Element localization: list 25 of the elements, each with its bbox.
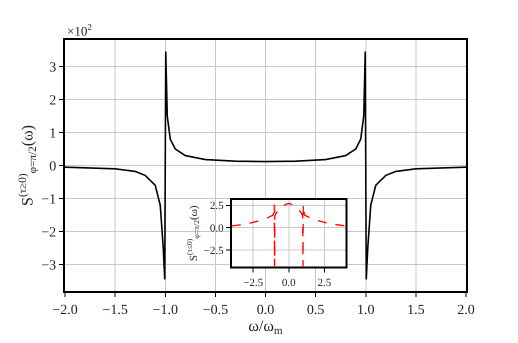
y-tick-label: 0.0 bbox=[210, 222, 224, 235]
x-tick-label: −2.5 bbox=[243, 276, 264, 289]
line-series bbox=[232, 202, 346, 267]
x-tick-label: 0.0 bbox=[282, 276, 296, 289]
y-tick-label: 2.5 bbox=[210, 200, 224, 212]
y-tick-label: −1 bbox=[41, 192, 56, 208]
x-tick-label: −2.0 bbox=[52, 302, 78, 318]
y-tick-label: −2 bbox=[41, 225, 56, 240]
text: ×10$^{2}$ bbox=[67, 22, 92, 38]
x-tick-label: −1.0 bbox=[152, 302, 178, 318]
y-tick-label: 3 bbox=[49, 60, 56, 76]
y-tick-label: 1 bbox=[49, 126, 56, 142]
x-tick-label: 1.5 bbox=[407, 302, 425, 318]
x-tick-label: 0.0 bbox=[256, 302, 274, 318]
x-tick-label: 2.0 bbox=[457, 302, 475, 318]
x-tick-label: 0.5 bbox=[306, 302, 324, 318]
x-tick-label: −0.5 bbox=[202, 302, 228, 318]
y-tick-label: 0 bbox=[49, 159, 56, 174]
y-tick-label: 2 bbox=[49, 93, 56, 108]
x-tick-label: 2.5 bbox=[317, 276, 332, 289]
x-axis-title: ω/ω$_{m}$ bbox=[248, 318, 283, 338]
x-tick-label: −1.5 bbox=[102, 302, 128, 318]
x-tick-label: 1.0 bbox=[357, 302, 374, 318]
y-tick-label: −3 bbox=[41, 258, 56, 274]
y-tick-label: −2.5 bbox=[204, 244, 224, 257]
